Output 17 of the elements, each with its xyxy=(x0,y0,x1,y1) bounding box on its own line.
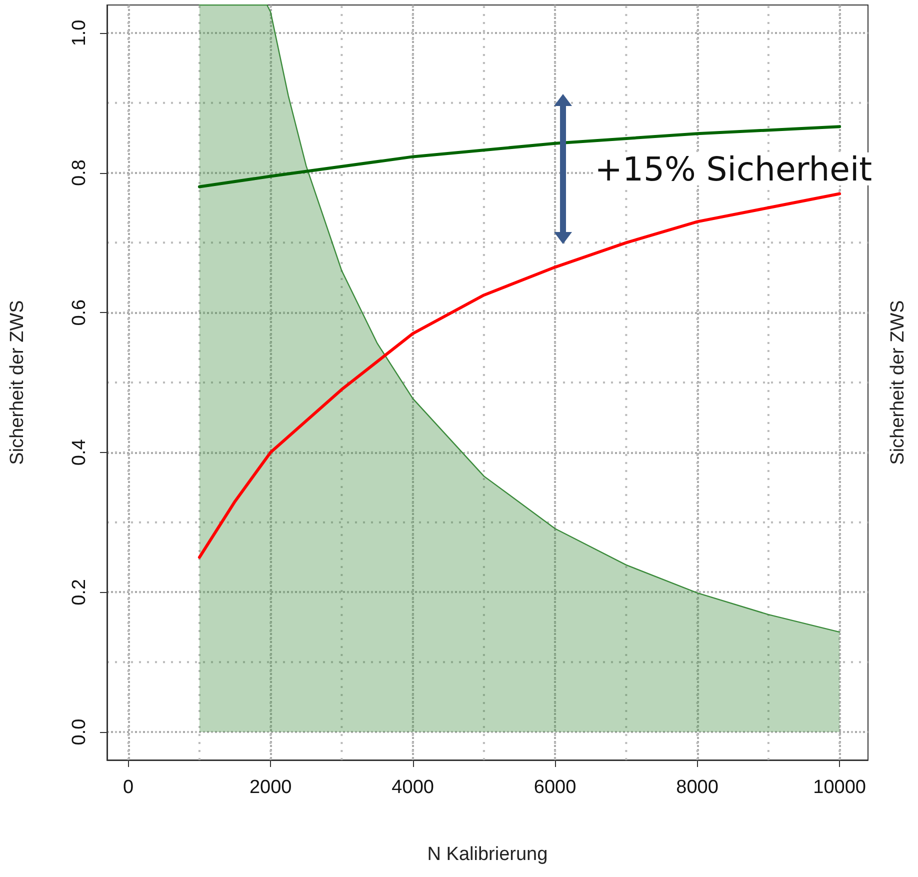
y-tick-label: 0.4 xyxy=(69,438,90,466)
x-tick-label: 8000 xyxy=(676,777,718,798)
y-axis-title: Sicherheit der ZWS xyxy=(7,300,28,465)
y-tick-label: 0.6 xyxy=(69,299,90,326)
line-series xyxy=(198,192,842,559)
x-tick-label: 2000 xyxy=(249,777,292,798)
x-tick-label: 6000 xyxy=(534,777,576,798)
annotation: +15% Sicherheit xyxy=(594,149,872,188)
y-tick-label: 1.0 xyxy=(69,20,90,46)
x-axis-title: N Kalibrierung xyxy=(427,844,548,865)
x-tick-label: 10000 xyxy=(813,777,866,798)
y-tick-label: 0.0 xyxy=(69,718,90,746)
x-tick-label: 4000 xyxy=(392,777,434,798)
y-tick-label: 0.8 xyxy=(69,160,90,186)
x-tick-label: 0 xyxy=(123,777,134,798)
y2-axis-title: Sicherheit der ZWS xyxy=(888,300,908,465)
y-tick-label: 0.2 xyxy=(69,579,90,606)
